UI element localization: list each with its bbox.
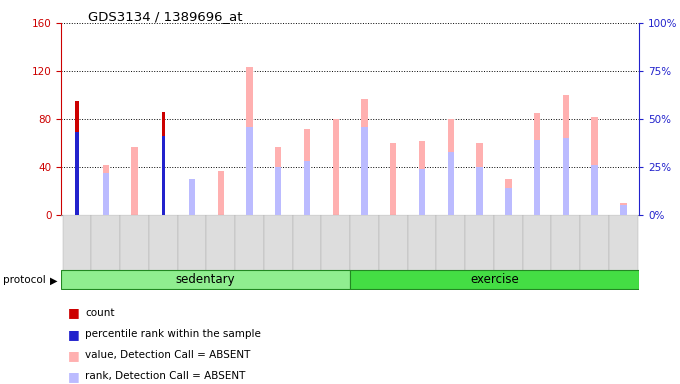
- Bar: [63, 215, 91, 271]
- Text: protocol: protocol: [3, 275, 46, 285]
- Bar: [494, 215, 523, 271]
- Bar: [534, 140, 541, 215]
- Bar: [189, 194, 195, 215]
- Bar: [177, 215, 207, 271]
- Bar: [505, 179, 511, 215]
- Bar: [61, 270, 350, 289]
- Bar: [419, 169, 425, 215]
- Text: percentile rank within the sample: percentile rank within the sample: [85, 329, 261, 339]
- Text: sedentary: sedentary: [176, 273, 235, 286]
- Bar: [620, 203, 626, 215]
- Bar: [592, 165, 598, 215]
- Bar: [609, 215, 638, 271]
- Bar: [447, 119, 454, 215]
- Bar: [477, 167, 483, 215]
- Text: ■: ■: [68, 328, 80, 341]
- Bar: [91, 215, 120, 271]
- Text: ■: ■: [68, 349, 80, 362]
- Bar: [563, 95, 569, 215]
- Bar: [149, 215, 177, 271]
- Bar: [361, 127, 368, 215]
- Bar: [465, 215, 494, 271]
- Text: ■: ■: [68, 306, 80, 319]
- Bar: [419, 141, 425, 215]
- Text: ■: ■: [68, 370, 80, 383]
- Text: count: count: [85, 308, 114, 318]
- Bar: [162, 136, 165, 215]
- Bar: [246, 68, 253, 215]
- Bar: [350, 215, 379, 271]
- Bar: [447, 152, 454, 215]
- Bar: [390, 143, 396, 215]
- Bar: [275, 167, 282, 215]
- Bar: [246, 127, 253, 215]
- Bar: [333, 119, 339, 215]
- Bar: [620, 205, 626, 215]
- Bar: [350, 270, 639, 289]
- Bar: [275, 147, 282, 215]
- Bar: [103, 173, 109, 215]
- Bar: [131, 147, 137, 215]
- Bar: [207, 215, 235, 271]
- Bar: [592, 117, 598, 215]
- Bar: [189, 179, 195, 215]
- Bar: [120, 215, 149, 271]
- Bar: [361, 99, 368, 215]
- Bar: [218, 170, 224, 215]
- Bar: [304, 161, 310, 215]
- Bar: [75, 101, 79, 215]
- Text: GDS3134 / 1389696_at: GDS3134 / 1389696_at: [88, 10, 243, 23]
- Bar: [563, 138, 569, 215]
- Bar: [162, 112, 165, 215]
- Bar: [235, 215, 264, 271]
- Bar: [408, 215, 437, 271]
- Bar: [534, 113, 541, 215]
- Bar: [477, 143, 483, 215]
- Bar: [379, 215, 408, 271]
- Bar: [551, 215, 580, 271]
- Bar: [103, 165, 109, 215]
- Text: exercise: exercise: [471, 273, 519, 286]
- Bar: [580, 215, 609, 271]
- Bar: [75, 132, 79, 215]
- Bar: [437, 215, 465, 271]
- Bar: [292, 215, 322, 271]
- Bar: [505, 188, 511, 215]
- Text: value, Detection Call = ABSENT: value, Detection Call = ABSENT: [85, 350, 250, 360]
- Text: ▶: ▶: [50, 275, 57, 285]
- Bar: [304, 129, 310, 215]
- Bar: [264, 215, 292, 271]
- Text: rank, Detection Call = ABSENT: rank, Detection Call = ABSENT: [85, 371, 245, 381]
- Bar: [523, 215, 551, 271]
- Bar: [322, 215, 350, 271]
